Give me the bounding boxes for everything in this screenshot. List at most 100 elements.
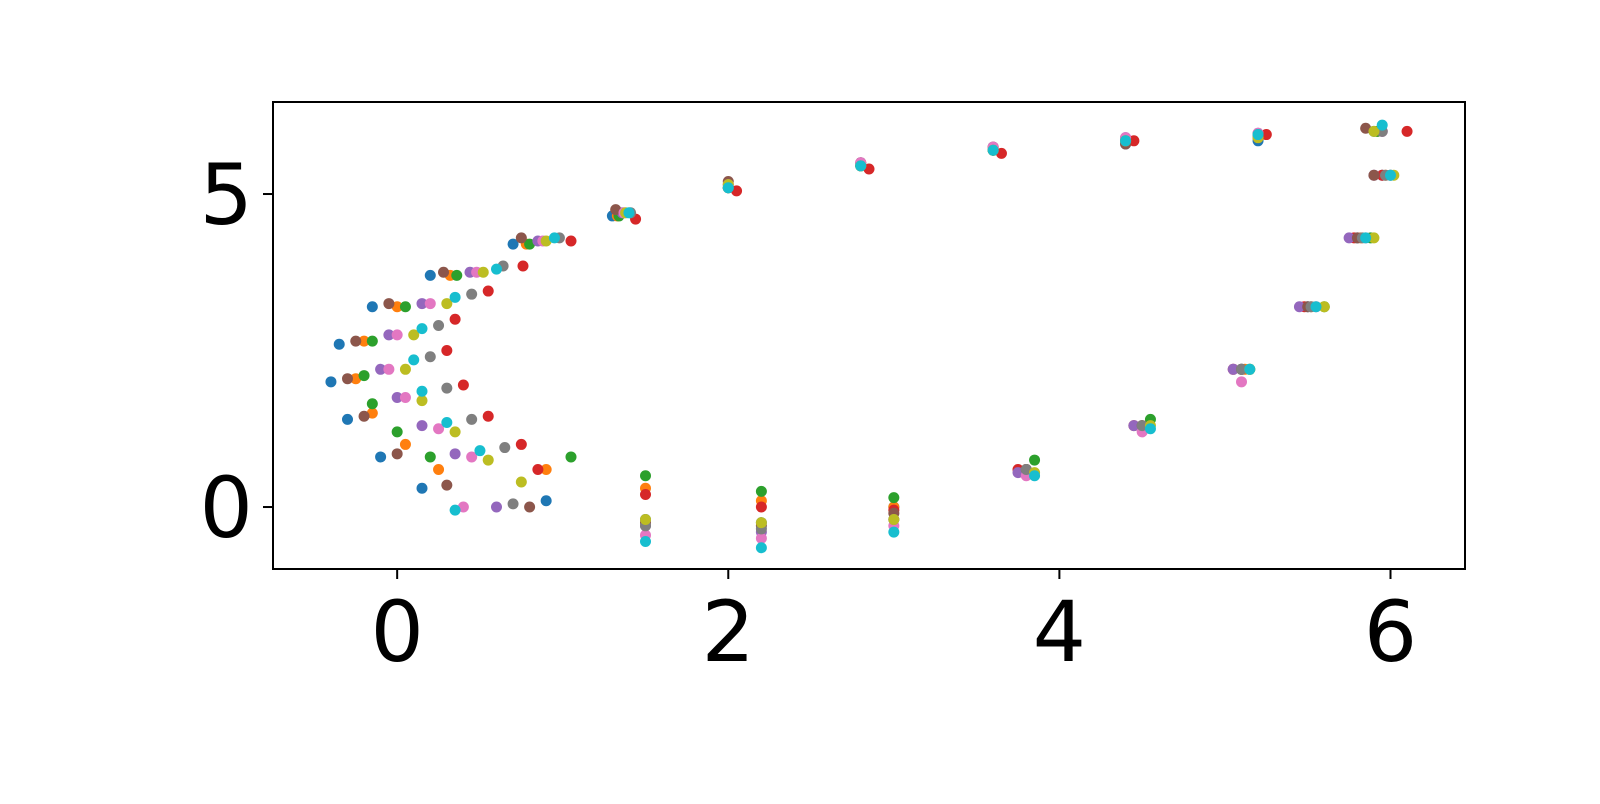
- point: [399, 438, 411, 450]
- point: [441, 298, 453, 310]
- point: [424, 351, 436, 363]
- point: [517, 260, 529, 272]
- point: [755, 517, 767, 529]
- point: [451, 269, 463, 281]
- point: [1227, 363, 1239, 375]
- point: [399, 391, 411, 403]
- point: [640, 489, 651, 501]
- point: [565, 235, 577, 247]
- point: [755, 532, 767, 544]
- point: [1376, 119, 1388, 131]
- point: [449, 291, 461, 303]
- point: [540, 495, 552, 507]
- point: [1368, 125, 1380, 137]
- point: [383, 363, 395, 375]
- point: [416, 298, 428, 310]
- point: [325, 376, 337, 388]
- point: [755, 501, 767, 513]
- point: [466, 451, 478, 463]
- y-tick-label: 5: [200, 146, 253, 244]
- point: [466, 413, 478, 425]
- point: [391, 301, 403, 313]
- point: [366, 335, 378, 347]
- point: [391, 448, 403, 460]
- point: [1385, 169, 1396, 181]
- point: [1310, 301, 1322, 313]
- point: [1368, 169, 1380, 181]
- point: [515, 476, 527, 488]
- point: [399, 363, 411, 375]
- plot-area: [325, 119, 1413, 554]
- point: [888, 492, 900, 504]
- point: [1144, 423, 1156, 435]
- point: [424, 298, 436, 310]
- point: [1318, 301, 1330, 313]
- point: [441, 345, 453, 357]
- x-tick-label: 0: [370, 583, 423, 681]
- point: [383, 329, 395, 341]
- point: [342, 373, 353, 385]
- point: [424, 269, 436, 281]
- point: [416, 482, 428, 494]
- point: [350, 335, 362, 347]
- point: [995, 147, 1007, 159]
- point: [424, 451, 436, 463]
- point: [1029, 470, 1041, 482]
- point: [482, 410, 494, 422]
- point: [416, 385, 428, 397]
- point: [457, 379, 469, 391]
- x-tick-label: 6: [1364, 583, 1417, 681]
- point: [1293, 301, 1305, 313]
- point: [438, 266, 450, 278]
- point: [491, 501, 502, 513]
- point: [1343, 232, 1355, 244]
- point: [640, 535, 651, 547]
- point: [623, 207, 635, 219]
- point: [408, 354, 420, 366]
- point: [408, 329, 420, 341]
- point: [391, 391, 403, 403]
- point: [507, 498, 519, 510]
- x-tick-label: 4: [1033, 583, 1086, 681]
- point: [1260, 129, 1272, 141]
- point: [433, 319, 445, 331]
- point: [640, 514, 651, 526]
- point: [610, 204, 622, 216]
- point: [1029, 454, 1041, 466]
- point: [755, 485, 767, 497]
- point: [640, 470, 651, 482]
- point: [441, 417, 453, 429]
- point: [888, 514, 900, 526]
- point: [474, 445, 486, 457]
- point: [1360, 122, 1372, 134]
- point: [548, 232, 560, 244]
- point: [1128, 420, 1140, 432]
- point: [391, 426, 403, 438]
- point: [342, 413, 353, 425]
- point: [383, 298, 395, 310]
- point: [731, 185, 743, 197]
- point: [449, 313, 461, 325]
- point: [441, 382, 453, 394]
- point: [358, 335, 370, 347]
- point: [441, 479, 453, 491]
- point: [366, 407, 378, 419]
- y-tick-label: 0: [200, 459, 253, 557]
- point: [1136, 420, 1148, 432]
- point: [524, 501, 536, 513]
- point: [482, 454, 494, 466]
- point: [524, 238, 536, 250]
- point: [1368, 232, 1380, 244]
- point: [482, 285, 494, 297]
- point: [449, 426, 461, 438]
- point: [350, 373, 362, 385]
- point: [416, 323, 428, 335]
- point: [466, 288, 478, 300]
- point: [433, 423, 445, 435]
- point: [1012, 467, 1024, 479]
- point: [416, 420, 428, 432]
- point: [987, 144, 999, 156]
- point: [358, 410, 370, 422]
- point: [722, 182, 734, 194]
